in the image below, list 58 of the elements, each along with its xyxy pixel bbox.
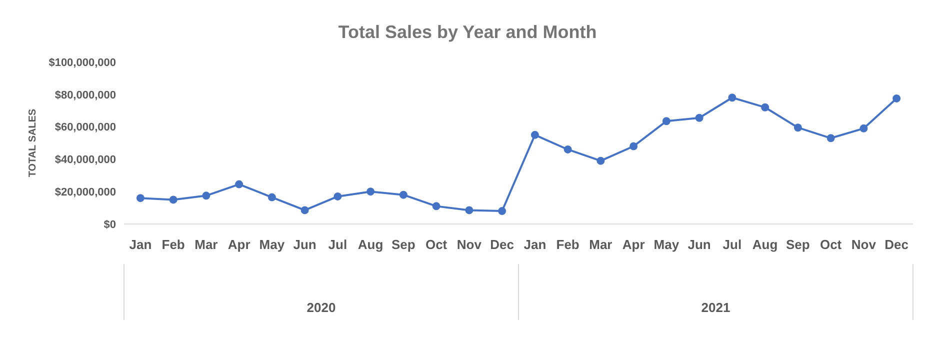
point [498, 207, 506, 216]
x-tick-label: Jul [328, 237, 348, 252]
point [235, 180, 244, 188]
text: 2020 [306, 300, 337, 315]
x-tick-label: May [259, 237, 286, 252]
x-tick-label: Oct [820, 237, 842, 252]
chart-title: Total Sales by Year and Month [337, 22, 598, 43]
point [136, 194, 144, 202]
point [596, 156, 605, 165]
y-axis-title: TOTAL SALES [28, 108, 39, 178]
text: 2021 [700, 300, 732, 315]
x-tick-label: Feb [556, 237, 580, 252]
x-tick-label: Nov [851, 237, 877, 252]
point [662, 117, 670, 126]
y-tick-label: $20,000,000 [54, 186, 116, 199]
point [630, 142, 638, 150]
x-tick-label: Jul [722, 237, 742, 252]
point [366, 188, 375, 196]
point [268, 193, 276, 202]
x-tick-label: May [654, 237, 680, 252]
point [892, 94, 901, 102]
point [530, 130, 539, 139]
x-tick-label: Feb [162, 237, 185, 252]
x-tick-label: Dec [884, 237, 908, 252]
x-tick-label: Apr [622, 237, 645, 252]
x-tick-label: Oct [425, 237, 448, 252]
x-tick-label: Aug [358, 237, 384, 252]
point [860, 124, 868, 132]
point [399, 190, 408, 199]
x-tick-label: Sep [392, 237, 416, 252]
x-tick-label: Aug [752, 237, 778, 252]
y-tick-label: $100,000,000 [48, 56, 116, 69]
x-tick-label: Jun [293, 237, 316, 252]
x-tick-label: Jun [688, 237, 711, 252]
point [300, 206, 309, 214]
point [334, 192, 342, 200]
y-tick-label: $80,000,000 [54, 89, 116, 102]
point [202, 192, 210, 200]
y-tick-label: $0 [104, 218, 116, 231]
x-tick-label: Apr [228, 237, 250, 252]
point [826, 134, 835, 142]
x-tick-label: Sep [786, 237, 810, 252]
point [564, 145, 572, 154]
point [695, 114, 704, 122]
x-tick-label: Jan [129, 237, 152, 252]
x-tick-label: Mar [194, 237, 218, 252]
x-tick-label: Dec [490, 237, 514, 252]
x-tick-label: Jan [524, 237, 546, 252]
point [728, 94, 736, 102]
point [794, 124, 802, 132]
point [169, 196, 178, 204]
y-tick-label: $60,000,000 [54, 122, 116, 134]
x-tick-label: Mar [589, 237, 612, 252]
point [761, 103, 770, 112]
point [465, 206, 474, 214]
x-tick-label: Nov [456, 237, 482, 252]
y-tick-label: $40,000,000 [54, 154, 116, 166]
point [432, 202, 440, 210]
